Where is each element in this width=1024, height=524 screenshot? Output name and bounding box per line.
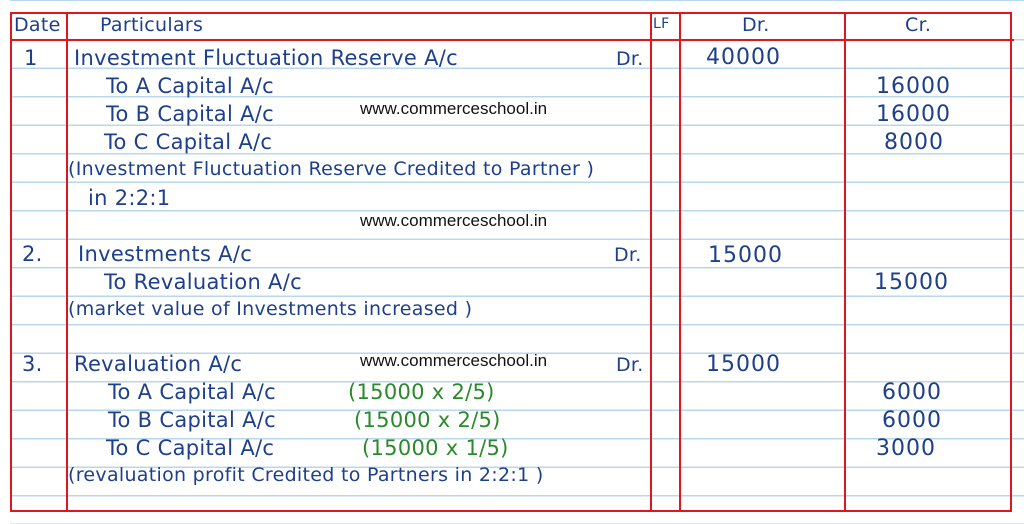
narration: (market value of Investments increased ): [68, 298, 473, 320]
header-date: Date: [14, 14, 61, 36]
credit-account: To A Capital A/c: [108, 380, 276, 404]
dr-mark: Dr.: [614, 244, 642, 266]
column-divider: [679, 12, 681, 512]
credit-account: To A Capital A/c: [106, 74, 274, 98]
dr-amount: 15000: [706, 352, 781, 377]
header-cr: Cr.: [905, 14, 932, 36]
narration: (Investment Fluctuation Reserve Credited…: [68, 158, 595, 180]
debit-account: Investment Fluctuation Reserve A/c: [74, 46, 458, 70]
dr-amount: 40000: [706, 45, 781, 70]
entry-number: 1: [24, 46, 38, 70]
dr-mark: Dr.: [616, 48, 644, 70]
credit-account: To C Capital A/c: [106, 436, 275, 460]
dr-amount: 15000: [708, 243, 783, 268]
debit-account: Investments A/c: [78, 242, 253, 266]
entry-number: 3.: [22, 352, 43, 376]
column-divider: [66, 12, 68, 512]
cr-amount: 3000: [876, 436, 936, 461]
header-divider: [10, 39, 1014, 41]
column-divider: [844, 12, 846, 512]
credit-account: To B Capital A/c: [108, 408, 276, 432]
journal-table: [10, 12, 1012, 512]
narration: (revaluation profit Credited to Partners…: [68, 464, 544, 486]
share-calculation: (15000 x 2/5): [348, 380, 495, 404]
share-calculation: (15000 x 2/5): [354, 408, 501, 432]
entry-number: 2.: [22, 242, 43, 266]
debit-account: Revaluation A/c: [74, 352, 243, 376]
column-divider: [650, 12, 652, 512]
header-dr: Dr.: [742, 14, 770, 36]
watermark: www.commerceschool.in: [360, 211, 548, 230]
cr-amount: 15000: [874, 270, 949, 295]
credit-account: To Revaluation A/c: [104, 270, 302, 294]
cr-amount: 6000: [882, 408, 942, 433]
header-particulars: Particulars: [100, 14, 204, 36]
credit-account: To B Capital A/c: [106, 102, 274, 126]
header-lf: LF: [653, 16, 670, 32]
cr-amount: 16000: [876, 102, 951, 127]
narration: in 2:2:1: [88, 186, 171, 210]
page-margin: [0, 0, 10, 524]
dr-mark: Dr.: [616, 354, 644, 376]
watermark: www.commerceschool.in: [360, 351, 548, 370]
credit-account: To C Capital A/c: [104, 130, 273, 154]
watermark: www.commerceschool.in: [360, 99, 548, 118]
share-calculation: (15000 x 1/5): [362, 436, 509, 460]
cr-amount: 6000: [882, 380, 942, 405]
cr-amount: 8000: [884, 130, 944, 155]
cr-amount: 16000: [876, 74, 951, 99]
